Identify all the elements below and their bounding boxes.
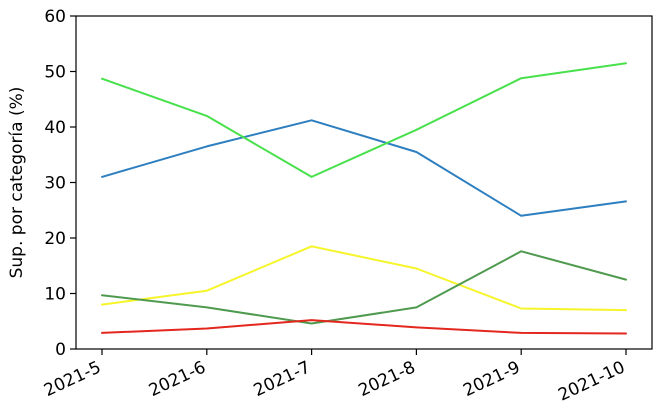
series-line-2: [101, 245, 627, 312]
y-tick-label: 40: [44, 118, 66, 138]
y-tick-label: 20: [44, 229, 66, 249]
y-axis: 0 10 20 30 40 50 60: [44, 7, 76, 360]
series-line-4: [101, 319, 627, 335]
x-tick-label: 2021-10: [555, 357, 628, 405]
series-line-1: [101, 62, 627, 178]
y-axis-title: Sup. por categoría (%): [7, 87, 27, 279]
x-tick-label: 2021-8: [355, 357, 418, 401]
y-tick-label: 10: [44, 285, 66, 305]
y-tick-label: 0: [55, 340, 66, 360]
x-tick-label: 2021-7: [251, 357, 314, 401]
series-line-0: [101, 119, 627, 217]
x-tick-label: 2021-6: [146, 357, 209, 401]
x-tick-label: 2021-5: [41, 357, 104, 401]
x-tick-label: 2021-9: [460, 357, 523, 401]
y-tick-label: 50: [44, 63, 66, 83]
series-layer: [101, 62, 627, 335]
x-axis: 2021-5 2021-6 2021-7 2021-8 2021-9 2021-10: [41, 349, 628, 406]
plot-frame: [75, 15, 653, 350]
series-line-3: [101, 250, 627, 325]
y-tick-label: 60: [44, 7, 66, 27]
y-tick-label: 30: [44, 174, 66, 194]
